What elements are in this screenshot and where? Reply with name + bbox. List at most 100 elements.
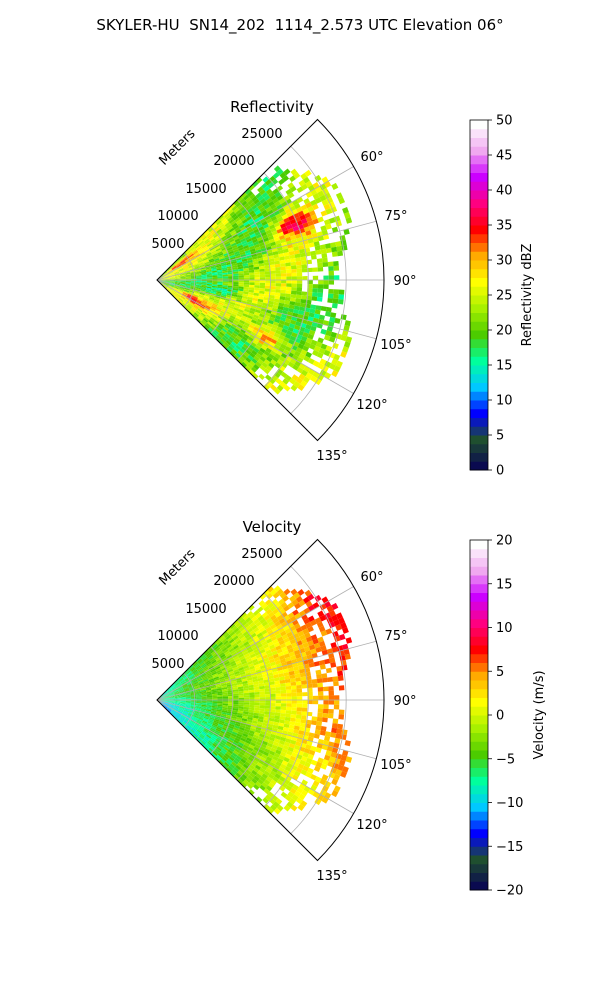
velocity-gate [203, 717, 209, 722]
reflectivity-gate [188, 302, 194, 307]
colorbar-swatch [470, 365, 488, 375]
reflectivity-gate [292, 364, 299, 371]
reflectivity-gate [236, 313, 243, 318]
velocity-gate [226, 627, 232, 633]
velocity-gate [166, 687, 171, 692]
velocity-gate [179, 679, 185, 684]
reflectivity-gate [258, 226, 265, 232]
reflectivity-gate [233, 273, 239, 277]
colorbar-swatch [470, 811, 488, 821]
velocity-gate [199, 712, 205, 716]
reflectivity-gate [333, 289, 340, 295]
velocity-gate [200, 723, 206, 728]
velocity-gate [248, 712, 254, 716]
reflectivity-gate [274, 191, 282, 198]
velocity-gate [258, 683, 265, 687]
velocity-rtick-15000: 15000 [185, 602, 226, 617]
velocity-gate [211, 671, 218, 676]
reflectivity-gate [225, 339, 232, 346]
velocity-gate [280, 712, 286, 717]
reflectivity-gate [171, 289, 177, 294]
reflectivity-gate [215, 247, 222, 252]
velocity-gate [207, 741, 213, 747]
velocity-gate [273, 642, 281, 648]
reflectivity-gate [169, 282, 175, 284]
velocity-gate [285, 713, 291, 718]
velocity-gate [172, 688, 178, 692]
reflectivity-gate [325, 345, 333, 352]
velocity-gate [286, 703, 292, 708]
velocity-gate [291, 692, 297, 697]
reflectivity-gate [196, 281, 202, 283]
reflectivity-gate [189, 245, 195, 251]
velocity-gate [179, 678, 185, 683]
velocity-gate [243, 687, 249, 691]
reflectivity-gate [274, 362, 282, 369]
reflectivity-gate [305, 337, 313, 344]
reflectivity-gate [279, 299, 285, 304]
velocity-gate [263, 623, 270, 630]
reflectivity-gate [273, 344, 281, 350]
reflectivity-gate [256, 318, 263, 324]
velocity-gate [184, 688, 190, 692]
velocity-gate [284, 794, 292, 802]
colorbar-swatch [470, 785, 488, 795]
velocity-gate [182, 713, 188, 717]
reflectivity-gate [312, 360, 320, 368]
reflectivity-gate [228, 250, 235, 255]
velocity-gate [275, 703, 282, 707]
velocity-gate [217, 706, 223, 709]
reflectivity-gate [231, 260, 237, 265]
reflectivity-gate [298, 363, 306, 370]
velocity-gate [264, 688, 271, 692]
reflectivity-gate [235, 344, 242, 351]
reflectivity-gate [235, 301, 242, 305]
velocity-gate [177, 676, 183, 681]
velocity-gate [299, 759, 306, 766]
reflectivity-gate [194, 303, 200, 308]
reflectivity-gate [238, 270, 244, 274]
velocity-gate [212, 674, 219, 679]
reflectivity-gate [226, 223, 232, 229]
velocity-gate [277, 725, 284, 731]
reflectivity-gate [186, 305, 191, 310]
reflectivity-gate [200, 268, 206, 271]
reflectivity-gate [252, 225, 259, 231]
velocity-gate [217, 672, 224, 677]
reflectivity-gate [256, 331, 263, 337]
reflectivity-gate [280, 238, 287, 244]
velocity-gate [265, 649, 272, 655]
reflectivity-gate [183, 290, 189, 294]
reflectivity-gate [209, 259, 215, 263]
velocity-gate [198, 659, 204, 665]
velocity-gate [265, 702, 271, 706]
velocity-gate [278, 673, 285, 678]
velocity-rtick-10000: 10000 [157, 629, 198, 644]
reflectivity-gate [191, 297, 197, 302]
reflectivity-gate [244, 247, 250, 252]
reflectivity-gate [248, 210, 255, 216]
velocity-gate [195, 690, 201, 693]
reflectivity-gate [246, 215, 253, 222]
velocity-gate [211, 692, 218, 695]
velocity-gate [294, 602, 302, 610]
velocity-gate [300, 769, 308, 776]
velocity-gate [236, 651, 243, 656]
velocity-gate [269, 644, 276, 650]
colorbar-swatch [470, 548, 488, 558]
reflectivity-gate [204, 231, 210, 236]
reflectivity-gate [191, 298, 197, 303]
reflectivity-gate [247, 346, 254, 353]
reflectivity-gate [227, 289, 233, 292]
velocity-gate [285, 710, 292, 715]
reflectivity-gate [241, 298, 248, 302]
velocity-gate [178, 688, 184, 692]
velocity-gate [253, 746, 260, 752]
velocity-gate [328, 700, 335, 705]
velocity-gate [175, 701, 181, 704]
velocity-gate [174, 681, 180, 686]
velocity-gate [170, 683, 175, 688]
reflectivity-gate [274, 353, 281, 360]
reflectivity-gate [307, 280, 313, 285]
reflectivity-gate [178, 298, 183, 303]
